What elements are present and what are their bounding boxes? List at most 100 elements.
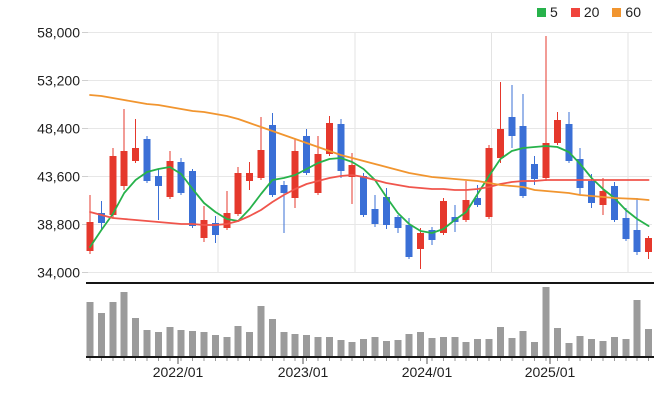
volume-bar bbox=[565, 343, 573, 356]
candle-body-up bbox=[348, 165, 356, 177]
candle-body-down bbox=[519, 126, 527, 196]
candle-body-up bbox=[223, 213, 231, 228]
volume-bar bbox=[553, 328, 561, 356]
volume-bar bbox=[599, 341, 607, 356]
volume-bar bbox=[371, 337, 379, 356]
volume-bar bbox=[86, 302, 94, 356]
candle-body-down bbox=[143, 139, 151, 181]
candle-body-up bbox=[462, 200, 470, 220]
ma60-line bbox=[89, 94, 650, 201]
legend-item-ma20[interactable]: 20 bbox=[570, 4, 600, 20]
volume-bar bbox=[474, 339, 482, 356]
volume-bar bbox=[280, 332, 288, 356]
y-axis-label: 53,200 bbox=[37, 73, 80, 89]
volume-bar bbox=[496, 327, 504, 356]
volume-bar bbox=[337, 340, 345, 356]
candle-body-down bbox=[588, 181, 596, 203]
ma20-line bbox=[89, 174, 650, 226]
volume-bar bbox=[189, 331, 197, 356]
candle-body-up bbox=[599, 191, 607, 205]
candle-body-down bbox=[280, 185, 288, 193]
volume-bar bbox=[268, 319, 276, 356]
x-axis-label: 2023/01 bbox=[278, 364, 329, 380]
candle-body-up bbox=[200, 220, 208, 238]
volume-bar bbox=[462, 342, 470, 356]
candle-body-down bbox=[337, 124, 345, 171]
candle-body-up bbox=[325, 123, 333, 154]
ma60-swatch-icon bbox=[612, 7, 622, 17]
candle-body-down bbox=[268, 125, 276, 195]
volume-bar bbox=[325, 337, 333, 356]
candle-body-down bbox=[565, 124, 573, 161]
candle-body-down bbox=[622, 218, 630, 239]
legend-item-ma60[interactable]: 60 bbox=[612, 5, 641, 19]
volume-bar bbox=[417, 332, 425, 356]
volume-bar bbox=[382, 341, 390, 356]
y-axis-label: 34,000 bbox=[37, 265, 80, 281]
candle-body-down bbox=[189, 171, 197, 226]
volume-bar bbox=[588, 339, 596, 356]
candle-body-down bbox=[177, 162, 185, 193]
volume-bar bbox=[576, 336, 584, 356]
candle-body-down bbox=[610, 186, 618, 220]
volume-bar bbox=[428, 338, 436, 356]
candle-body-up bbox=[257, 150, 265, 178]
volume-bar bbox=[166, 327, 174, 356]
candle-body-up bbox=[496, 129, 504, 158]
volume-bar bbox=[177, 330, 185, 356]
volume-bar bbox=[211, 335, 219, 356]
legend-item-ma5[interactable]: 5 bbox=[537, 5, 558, 19]
volume-bar bbox=[246, 332, 254, 356]
candle-body-down bbox=[394, 217, 402, 228]
candle-body-up bbox=[86, 222, 94, 251]
ma5-line bbox=[89, 145, 650, 248]
volume-bar bbox=[154, 332, 162, 356]
volume-bar bbox=[508, 338, 516, 356]
x-axis-label: 2022/01 bbox=[153, 364, 204, 380]
volume-bar bbox=[200, 332, 208, 356]
candle-body-down bbox=[303, 136, 311, 173]
volume-bar bbox=[645, 329, 653, 356]
volume-bar bbox=[143, 330, 151, 356]
volume-bar bbox=[234, 326, 242, 356]
volume-bar bbox=[109, 302, 117, 356]
candle-body-down bbox=[97, 213, 105, 223]
volume-bar bbox=[97, 313, 105, 356]
candle-body-down bbox=[360, 176, 368, 215]
x-axis-label: 2025/01 bbox=[525, 364, 576, 380]
y-axis-label: 43,600 bbox=[37, 169, 80, 185]
legend-label-ma5: 5 bbox=[550, 4, 558, 20]
volume-bar bbox=[451, 337, 459, 356]
volume-bar bbox=[485, 339, 493, 356]
candle-body-up bbox=[246, 173, 254, 181]
volume-bar bbox=[633, 300, 641, 356]
volume-bar bbox=[303, 335, 311, 356]
volume-bar bbox=[257, 306, 265, 356]
candle-body-up bbox=[314, 154, 322, 193]
candle-body-down bbox=[576, 159, 584, 188]
volume-bar bbox=[622, 339, 630, 356]
ma20-swatch-icon bbox=[570, 7, 580, 17]
y-axis-label: 58,000 bbox=[37, 25, 80, 41]
volume-bar bbox=[360, 339, 368, 356]
candle-body-up bbox=[645, 238, 653, 252]
chart-legend: 5 20 60 bbox=[537, 5, 641, 19]
volume-bar bbox=[120, 292, 128, 356]
candle-body-down bbox=[382, 197, 390, 225]
candle-body-up bbox=[542, 143, 550, 178]
candle-body-down bbox=[371, 209, 379, 224]
candle-body-down bbox=[154, 176, 162, 186]
candle-body-up bbox=[120, 151, 128, 186]
candle-body-down bbox=[428, 230, 436, 240]
y-axis-label: 38,800 bbox=[37, 217, 80, 233]
volume-bar bbox=[314, 337, 322, 356]
ma5-swatch-icon bbox=[537, 7, 547, 17]
candle-body-down bbox=[211, 223, 219, 235]
volume-bar bbox=[531, 342, 539, 356]
volume-bar bbox=[439, 337, 447, 356]
candle-body-up bbox=[553, 120, 561, 143]
legend-label-ma20: 20 bbox=[583, 4, 600, 20]
y-axis-label: 48,400 bbox=[37, 121, 80, 137]
